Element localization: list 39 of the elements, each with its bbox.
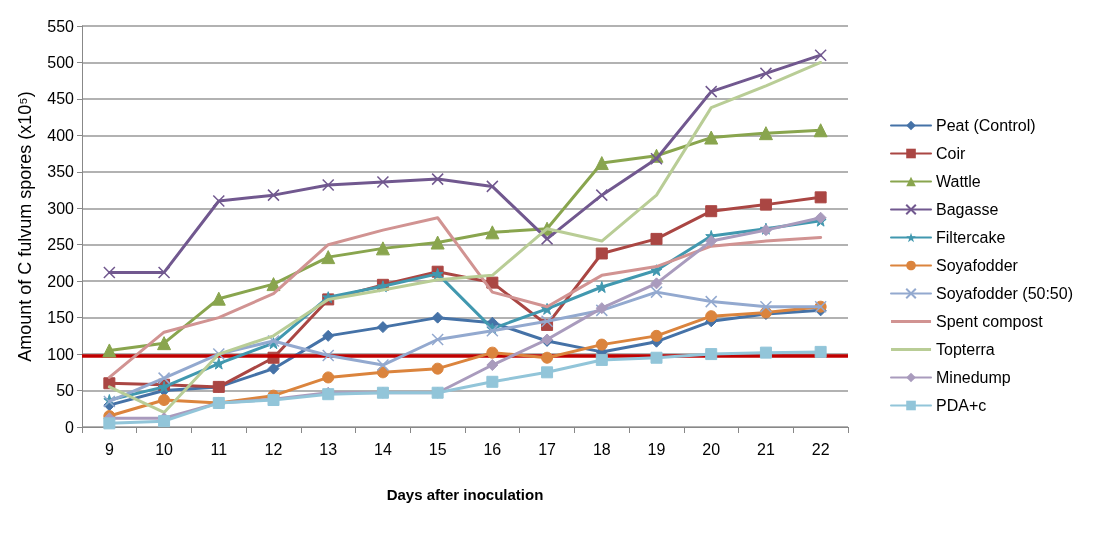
legend-label: Coir bbox=[936, 145, 967, 162]
x-tick-label: 10 bbox=[155, 440, 174, 458]
legend-label: Filtercake bbox=[936, 229, 1006, 246]
legend-label: Bagasse bbox=[936, 201, 999, 218]
legend-label: Topterra bbox=[936, 341, 995, 358]
y-tick-label: 0 bbox=[65, 418, 75, 436]
y-tick-label: 550 bbox=[47, 17, 75, 35]
x-tick-label: 9 bbox=[104, 440, 114, 458]
legend-label: Soyafodder bbox=[936, 257, 1019, 274]
y-tick-label: 300 bbox=[47, 199, 75, 217]
x-tick-label: 20 bbox=[702, 440, 721, 458]
legend-label: Spent compost bbox=[936, 313, 1044, 330]
legend-label: Soyafodder (50:50) bbox=[936, 285, 1074, 302]
y-tick-label: 400 bbox=[47, 126, 75, 144]
x-tick-label: 22 bbox=[811, 440, 830, 458]
y-tick-label: 200 bbox=[47, 272, 75, 290]
x-tick-label: 11 bbox=[210, 440, 228, 458]
legend-label: Minedump bbox=[936, 369, 1011, 386]
legend-label: PDA+c bbox=[936, 397, 987, 414]
legend-label: Peat (Control) bbox=[936, 117, 1036, 134]
x-tick-label: 14 bbox=[374, 440, 392, 458]
y-tick-label: 50 bbox=[56, 382, 75, 400]
y-axis-title: Amount of C fulvum spores (x10⁵) bbox=[15, 91, 35, 362]
y-tick-label: 450 bbox=[47, 90, 75, 108]
y-tick-label: 350 bbox=[47, 163, 75, 181]
x-tick-label: 15 bbox=[428, 440, 447, 458]
y-tick-label: 150 bbox=[47, 309, 75, 327]
x-axis-title: Days after inoculation bbox=[386, 486, 544, 503]
x-tick-label: 18 bbox=[592, 440, 611, 458]
x-tick-label: 21 bbox=[757, 440, 775, 458]
y-tick-label: 100 bbox=[47, 345, 75, 363]
x-tick-label: 12 bbox=[264, 440, 283, 458]
x-tick-label: 17 bbox=[538, 440, 557, 458]
legend-label: Wattle bbox=[936, 173, 981, 190]
x-tick-label: 13 bbox=[319, 440, 338, 458]
x-tick-label: 16 bbox=[483, 440, 502, 458]
y-tick-label: 250 bbox=[47, 236, 75, 254]
y-tick-label: 500 bbox=[47, 53, 75, 71]
x-tick-label: 19 bbox=[647, 440, 666, 458]
